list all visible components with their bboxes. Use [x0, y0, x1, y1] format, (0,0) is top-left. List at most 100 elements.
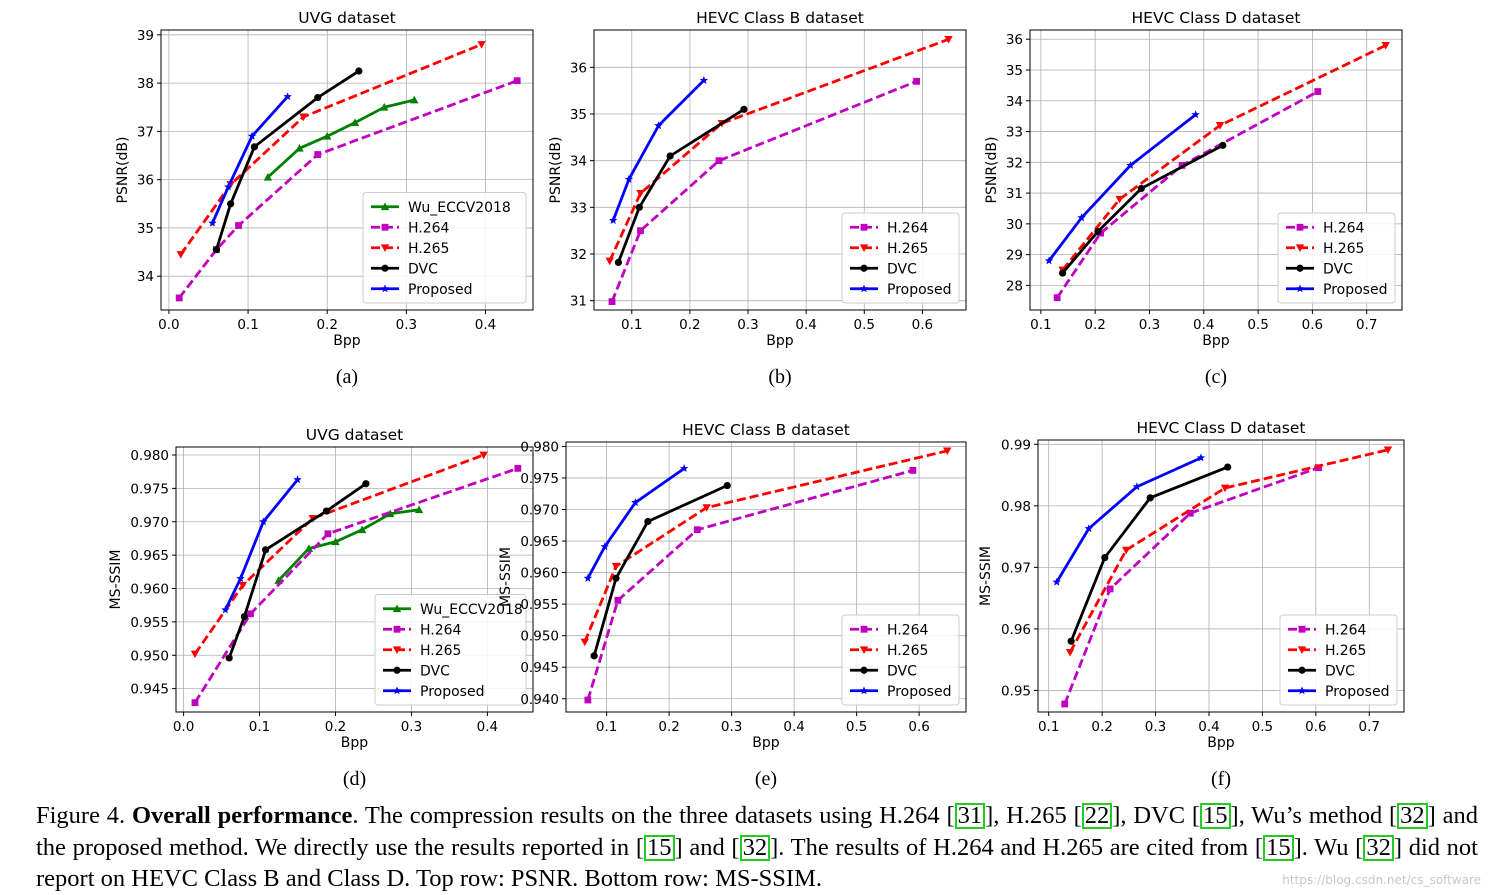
legend-box [374, 594, 527, 706]
legend-marker [381, 223, 389, 231]
x-axis-label: Bpp [1207, 735, 1234, 751]
data-point [1315, 464, 1322, 472]
citation-link[interactable]: 15 [1200, 803, 1231, 829]
legend-label: Wu_ECCV2018 [420, 602, 523, 618]
y-axis-label: PSNR(dB) [984, 137, 1000, 204]
citation-link[interactable]: 22 [1081, 803, 1113, 829]
series-line-dvc [1069, 465, 1229, 642]
legend-marker [393, 666, 401, 674]
y-tick-label: 30 [1006, 217, 1023, 233]
legend-marker [1298, 666, 1306, 674]
legend-label: DVC [887, 663, 917, 679]
x-tick-label: 0.6 [912, 317, 933, 333]
legend-box [362, 192, 527, 304]
y-tick-label: 36 [570, 60, 587, 76]
data-point [614, 258, 623, 266]
data-point [1061, 700, 1069, 708]
data-point [513, 77, 521, 85]
legend-marker [1295, 284, 1305, 293]
y-tick-label: 0.960 [130, 582, 169, 598]
citation-link[interactable]: 32 [739, 834, 771, 861]
series-line-h-265 [179, 43, 483, 256]
data-point [259, 517, 268, 526]
series-line-h-265 [1068, 448, 1389, 653]
data-point [944, 35, 953, 44]
y-tick-label: 32 [1006, 155, 1023, 171]
data-point [221, 605, 230, 614]
data-point [1381, 42, 1390, 50]
series-line-h-264 [1055, 90, 1319, 299]
legend-marker [1296, 264, 1304, 272]
y-tick-label: 31 [1006, 186, 1023, 202]
y-tick-label: 0.950 [130, 648, 169, 664]
data-point [1121, 546, 1131, 555]
x-tick-label: 0.4 [783, 719, 804, 735]
x-tick-label: 0.2 [658, 719, 679, 735]
legend-label: H.265 [1323, 241, 1364, 257]
chart-title: HEVC Class B dataset [682, 421, 850, 439]
data-point [240, 612, 248, 621]
chart-panel-d: 0.0 0.1 0.2 0.3 0.4 0.945 0.950 0.955 0.960 0.965… [108, 426, 534, 790]
data-point [331, 537, 340, 546]
y-tick-label: 0.98 [1001, 499, 1031, 515]
y-tick-label: 34 [1006, 94, 1023, 110]
legend-label: H.264 [408, 220, 450, 236]
legend-label: Proposed [408, 282, 472, 298]
data-point [1126, 160, 1135, 169]
y-tick-label: 38 [137, 76, 154, 92]
legend-label: H.264 [420, 622, 462, 638]
series-line-proposed [211, 95, 289, 224]
chart-panel-f: 0.1 0.2 0.3 0.4 0.5 0.6 0.7 0.95 0.96 0.97 0.98 0.9… [978, 419, 1405, 790]
data-point [1044, 256, 1054, 265]
data-point [262, 546, 270, 554]
y-axis-label: MS-SSIM [978, 546, 994, 606]
citation-link[interactable]: 31 [954, 803, 986, 829]
legend: H.264 H.265 DVC Proposed [841, 212, 960, 304]
data-point [212, 246, 221, 254]
caption-text: , H.265 [993, 802, 1074, 829]
data-point [1067, 637, 1075, 645]
citation-link[interactable]: 15 [644, 834, 675, 861]
panel-label: (b) [768, 366, 791, 388]
data-point [1191, 110, 1200, 119]
legend-marker [860, 625, 868, 633]
series-line-dvc [592, 484, 728, 657]
panel-label: (e) [755, 768, 777, 790]
panel-label: (d) [343, 768, 366, 790]
caption-text: Figure 4. [36, 802, 132, 829]
data-point [909, 466, 917, 474]
legend-marker [393, 625, 401, 633]
y-tick-label: 34 [137, 269, 154, 285]
data-point [263, 173, 273, 181]
y-tick-label: 0.965 [130, 548, 169, 564]
legend: H.264 H.265 DVC Proposed [841, 614, 960, 706]
data-point [176, 251, 185, 259]
series-line-wu-eccv2018 [266, 98, 415, 179]
legend-marker [380, 202, 390, 211]
y-tick-label: 33 [1006, 125, 1023, 141]
x-tick-label: 0.2 [316, 317, 337, 333]
data-point [1094, 227, 1102, 236]
legend-label: DVC [408, 261, 438, 277]
citation-link[interactable]: 15 [1263, 834, 1294, 861]
data-point [666, 152, 674, 160]
x-tick-label: 0.1 [596, 719, 617, 735]
data-point [295, 144, 304, 152]
data-point [1146, 494, 1154, 502]
y-tick-label: 0.975 [130, 481, 169, 497]
legend-marker [859, 646, 869, 654]
x-axis-label: Bpp [752, 735, 779, 751]
data-point [1383, 446, 1393, 455]
series-line-h-265 [583, 449, 948, 643]
legend: Wu_ECCV2018 H.264 H.265 DVC Proposed [374, 594, 527, 706]
series-line-dvc [617, 108, 745, 263]
chart-title: UVG dataset [298, 9, 396, 27]
citation-link[interactable]: 32 [1363, 834, 1394, 861]
data-point [611, 562, 621, 571]
chart-title: HEVC Class D dataset [1132, 9, 1301, 27]
data-point [637, 227, 644, 235]
plot-frame [1029, 29, 1403, 311]
x-axis-label: Bpp [766, 333, 793, 349]
y-tick-label: 36 [137, 173, 154, 189]
citation-link[interactable]: 32 [1397, 803, 1428, 829]
